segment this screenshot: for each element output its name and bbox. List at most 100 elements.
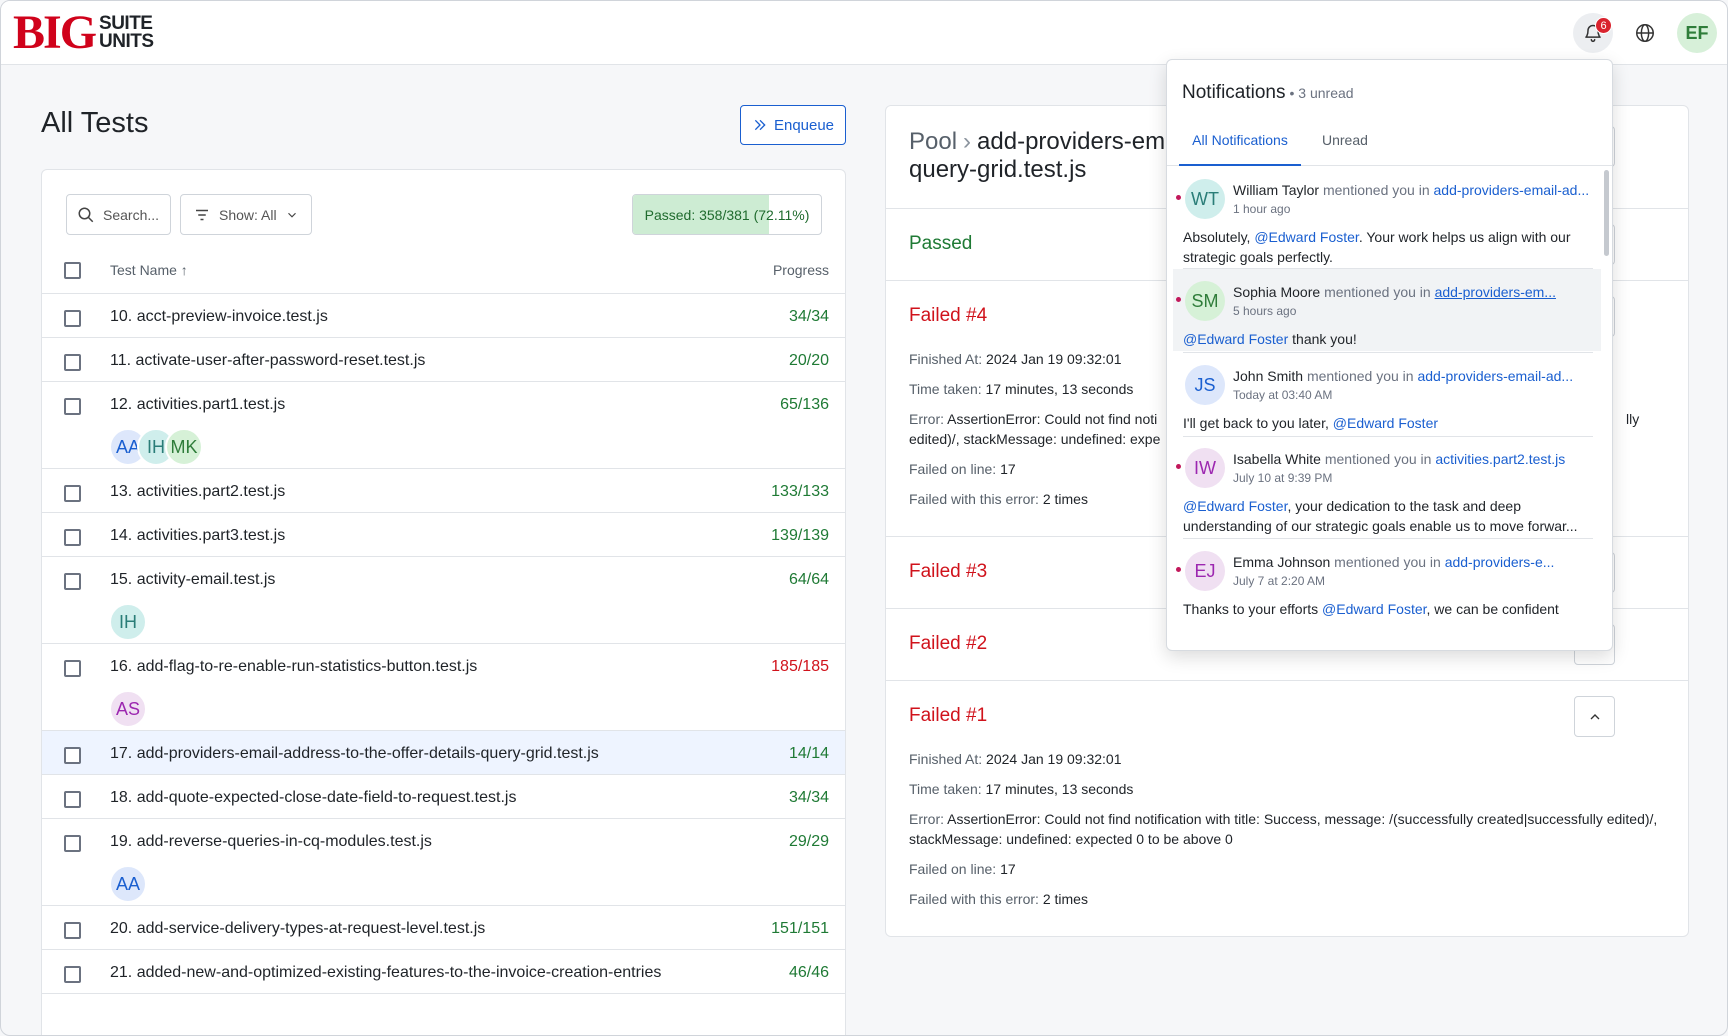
row-checkbox[interactable] xyxy=(64,835,81,852)
notification-scrollbar[interactable] xyxy=(1604,170,1609,256)
unread-dot xyxy=(1176,297,1181,302)
table-row[interactable]: 13. activities.part2.test.js 133/133 xyxy=(42,469,845,513)
avatar: EJ xyxy=(1185,551,1225,591)
notification-time: 1 hour ago xyxy=(1233,202,1291,216)
table-row[interactable]: 11. activate-user-after-password-reset.t… xyxy=(42,338,845,382)
error-value: AssertionError: Could not find noti xyxy=(947,411,1158,427)
collapse-failed-1-button[interactable] xyxy=(1574,696,1615,737)
author-name: William Taylor xyxy=(1233,182,1320,198)
test-name[interactable]: 11. activate-user-after-password-reset.t… xyxy=(110,352,426,369)
divider xyxy=(1183,436,1593,437)
row-checkbox[interactable] xyxy=(64,573,81,590)
row-checkbox[interactable] xyxy=(64,529,81,546)
unread-summary: • 3 unread xyxy=(1289,85,1354,101)
avatar[interactable]: MK xyxy=(165,428,203,466)
mentioned-text: mentioned you in xyxy=(1324,451,1432,467)
row-checkbox[interactable] xyxy=(64,660,81,677)
test-name[interactable]: 14. activities.part3.test.js xyxy=(110,527,286,544)
passed-summary-chip: Passed: 358/381 (72.11%) xyxy=(632,194,822,235)
tab-unread[interactable]: Unread xyxy=(1322,132,1368,148)
notification-item[interactable]: IW Isabella White mentioned you in activi… xyxy=(1173,436,1601,537)
search-input[interactable]: Search... xyxy=(66,194,171,235)
test-progress: 133/133 xyxy=(771,483,829,500)
enqueue-button[interactable]: Enqueue xyxy=(740,105,846,145)
avatar[interactable]: AA xyxy=(109,865,147,903)
notification-link[interactable]: add-providers-email-ad... xyxy=(1417,368,1574,384)
failed-4-finished: Finished At: 2024 Jan 19 09:32:01 xyxy=(909,351,1122,367)
test-name[interactable]: 18. add-quote-expected-close-date-field-… xyxy=(110,789,517,806)
table-row[interactable]: 21. added-new-and-optimized-existing-fea… xyxy=(42,950,845,994)
notification-link[interactable]: add-providers-e... xyxy=(1444,554,1555,570)
row-checkbox[interactable] xyxy=(64,354,81,371)
mention-link[interactable]: @Edward Foster xyxy=(1332,415,1439,431)
mention-link[interactable]: @Edward Foster xyxy=(1322,601,1427,617)
notification-body: Absolutely, @Edward Foster. Your work he… xyxy=(1183,227,1593,267)
row-checkbox[interactable] xyxy=(64,966,81,983)
row-checkbox[interactable] xyxy=(64,485,81,502)
body-text: Thanks to your efforts xyxy=(1183,601,1323,617)
table-row[interactable]: 19. add-reverse-queries-in-cq-modules.te… xyxy=(42,819,845,906)
language-button[interactable] xyxy=(1625,13,1665,53)
notification-item[interactable]: SM Sophia Moore mentioned you in add-prov… xyxy=(1173,269,1601,351)
filter-dropdown[interactable]: Show: All xyxy=(180,194,312,235)
notification-item[interactable]: EJ Emma Johnson mentioned you in add-prov… xyxy=(1173,539,1601,650)
row-checkbox[interactable] xyxy=(64,398,81,415)
tab-all-notifications[interactable]: All Notifications xyxy=(1179,132,1301,166)
assignee-avatars: AA IH MK xyxy=(109,428,203,466)
filter-icon xyxy=(196,209,208,220)
notification-link[interactable]: add-providers-em... xyxy=(1434,284,1556,300)
column-header-progress[interactable]: Progress xyxy=(772,262,829,278)
user-avatar-button[interactable]: EF xyxy=(1677,13,1717,53)
table-row[interactable]: 12. activities.part1.test.js 65/136 AA IH MK xyxy=(42,382,845,469)
test-progress: 20/20 xyxy=(788,352,829,369)
row-checkbox[interactable] xyxy=(64,310,81,327)
mention-link[interactable]: @Edward Foster xyxy=(1183,498,1288,514)
test-progress: 14/14 xyxy=(788,745,829,762)
notifications-button[interactable]: 6 xyxy=(1573,13,1613,53)
notification-item[interactable]: JS John Smith mentioned you in add-provid… xyxy=(1173,353,1601,435)
author-name: Sophia Moore xyxy=(1233,284,1321,300)
test-name[interactable]: 19. add-reverse-queries-in-cq-modules.te… xyxy=(110,833,432,850)
failed-4-error: Error: AssertionError: Could not find no… xyxy=(909,411,1157,427)
notification-link[interactable]: add-providers-email-ad... xyxy=(1433,182,1590,198)
test-progress: 65/136 xyxy=(780,396,829,413)
row-checkbox[interactable] xyxy=(64,922,81,939)
notification-link[interactable]: activities.part2.test.js xyxy=(1435,451,1566,467)
author-name: John Smith xyxy=(1233,368,1304,384)
test-name[interactable]: 10. acct-preview-invoice.test.js xyxy=(110,308,328,325)
notification-time: July 10 at 9:39 PM xyxy=(1233,471,1333,485)
test-name[interactable]: 13. activities.part2.test.js xyxy=(110,483,286,500)
row-checkbox[interactable] xyxy=(64,791,81,808)
table-row[interactable]: 14. activities.part3.test.js 139/139 xyxy=(42,513,845,557)
test-name[interactable]: 21. added-new-and-optimized-existing-fea… xyxy=(110,964,662,981)
table-row[interactable]: 16. add-flag-to-re-enable-run-statistics… xyxy=(42,644,845,731)
table-row[interactable]: 18. add-quote-expected-close-date-field-… xyxy=(42,775,845,819)
test-name[interactable]: 12. activities.part1.test.js xyxy=(110,396,286,413)
breadcrumb-pool[interactable]: Pool xyxy=(909,128,958,155)
test-name[interactable]: 16. add-flag-to-re-enable-run-statistics… xyxy=(110,658,478,675)
notification-body: Thanks to your efforts @Edward Foster, w… xyxy=(1183,599,1593,619)
failed-4-error-tail: lly xyxy=(1626,411,1640,427)
test-name[interactable]: 17. add-providers-email-address-to-the-o… xyxy=(110,745,599,762)
avatar[interactable]: AS xyxy=(109,690,147,728)
mention-link[interactable]: @Edward Foster xyxy=(1254,229,1359,245)
notification-time: 5 hours ago xyxy=(1233,304,1297,318)
avatar[interactable]: IH xyxy=(109,603,147,641)
column-header-name[interactable]: Test Name ↑ xyxy=(110,262,188,278)
table-row[interactable]: 17. add-providers-email-address-to-the-o… xyxy=(42,731,845,775)
mention-link[interactable]: @Edward Foster xyxy=(1183,331,1289,347)
logo[interactable]: BIG SUITE UNITS xyxy=(13,9,154,57)
notification-list: WT William Taylor mentioned you in add-pr… xyxy=(1167,167,1612,650)
table-row[interactable]: 20. add-service-delivery-types-at-reques… xyxy=(42,906,845,950)
notification-item[interactable]: WT William Taylor mentioned you in add-pr… xyxy=(1173,167,1601,267)
passed-summary-text: Passed: 358/381 (72.11%) xyxy=(644,206,810,223)
table-row[interactable]: 10. acct-preview-invoice.test.js 34/34 xyxy=(42,294,845,338)
notification-count-badge: 6 xyxy=(1595,17,1612,34)
select-all-checkbox[interactable] xyxy=(64,262,81,279)
line-value: 17 xyxy=(1000,461,1016,477)
row-checkbox[interactable] xyxy=(64,747,81,764)
table-header: Test Name ↑ Progress xyxy=(42,248,845,294)
test-name[interactable]: 15. activity-email.test.js xyxy=(110,571,276,588)
table-row[interactable]: 15. activity-email.test.js 64/64 IH xyxy=(42,557,845,644)
test-name[interactable]: 20. add-service-delivery-types-at-reques… xyxy=(110,920,486,937)
